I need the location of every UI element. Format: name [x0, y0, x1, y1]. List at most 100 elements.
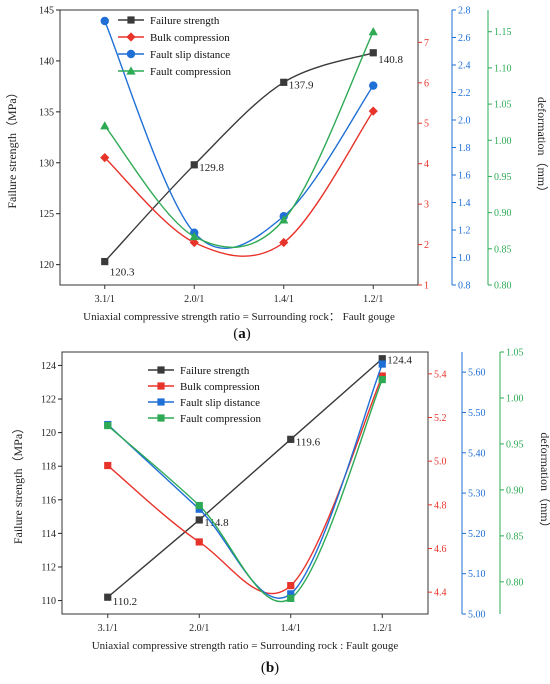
x-tick-label: 1.4/1 [281, 623, 301, 634]
data-label: 119.6 [296, 436, 321, 448]
y-tick-label-y3: 2.0 [458, 116, 471, 127]
caption-letter: b [266, 660, 274, 676]
y-tick-label-y1: 118 [41, 462, 56, 473]
legend-marker-1 [126, 32, 136, 42]
y-tick-label-y2: 3 [424, 200, 429, 211]
y-tick-label-y3: 1.6 [458, 171, 471, 182]
data-label: 124.4 [387, 355, 412, 367]
y-tick-label-y1: 140 [39, 56, 54, 67]
y-tick-label-y1: 120 [41, 428, 56, 439]
x-axis-title: Uniaxial compressive strength ratio = Su… [92, 640, 399, 652]
legend-marker-2 [126, 49, 136, 59]
data-label: 140.8 [378, 54, 403, 66]
y-tick-label-y2: 2 [424, 240, 429, 251]
y-tick-label-y3: 1.4 [458, 198, 471, 209]
data-point-1-0 [104, 461, 112, 470]
y-tick-label-y4: 1.15 [494, 27, 512, 38]
data-point-0-1 [190, 161, 198, 169]
data-point-3-3 [378, 375, 386, 384]
figure-caption: (b) [261, 660, 279, 676]
data-point-2-3 [369, 81, 378, 90]
data-point-0-1 [195, 516, 203, 524]
chart-a: 3.1/1 2.0/1 1.4/1 1.2/1 Uniaxial compressive… [5, 6, 549, 343]
y-tick-label-y4: 0.85 [494, 244, 512, 255]
data-point-1-2 [287, 582, 295, 590]
y-tick-label-y4: 0.90 [494, 208, 512, 219]
legend-label-3: Fault compression [180, 413, 261, 425]
y-tick-label-y3: 2.4 [458, 61, 471, 72]
y-axis-title-y4: deformation（mm） [535, 97, 549, 198]
caption-paren: ) [246, 326, 251, 342]
series-line-1 [104, 110, 374, 257]
series-line-2 [104, 20, 374, 250]
y-tick-label-y4: 0.95 [494, 172, 512, 183]
y-tick-label-y1: 116 [41, 495, 56, 506]
y-tick-label-y4: 1.10 [494, 63, 512, 74]
data-point-0-2 [280, 78, 288, 86]
y-tick-label-y2: 4.8 [434, 500, 447, 511]
data-point-3-0 [104, 421, 112, 430]
x-tick-label: 2.0/1 [184, 294, 204, 305]
legend-label-2: Fault slip distance [150, 49, 230, 61]
y-tick-label-y2: 4 [424, 159, 429, 170]
y-tick-label-y4: 0.80 [506, 577, 524, 588]
y-tick-label-y3: 1.2 [458, 226, 471, 237]
data-point-0-3 [378, 355, 386, 363]
data-point-3-2 [279, 215, 289, 224]
y-tick-label-y3: 2.6 [458, 33, 471, 44]
data-point-2-1 [195, 505, 203, 513]
data-label: 110.2 [113, 596, 137, 608]
data-point-0-0 [104, 593, 112, 601]
y-tick-label-y1: 130 [39, 158, 54, 169]
y-tick-label-y2: 1 [424, 281, 429, 292]
plot-frame [61, 351, 429, 615]
y-axis-title-y1: Failure strength（MPa） [11, 422, 25, 544]
y-tick-label-y4: 0.90 [506, 485, 524, 496]
y-tick-label-y2: 6 [424, 78, 429, 89]
y-tick-label-y4: 1.00 [506, 393, 524, 404]
data-point-3-1 [189, 231, 199, 241]
y-axis-title-y4: deformation（mm） [538, 432, 550, 533]
y-tick-label-y1: 122 [41, 395, 56, 406]
series-line-0 [107, 358, 383, 598]
x-tick-label: 3.1/1 [95, 294, 115, 305]
x-tick-label: 1.4/1 [274, 294, 294, 305]
y-tick-label-y4: 0.80 [494, 281, 512, 292]
data-point-3-3 [368, 27, 378, 36]
y-tick-label-y1: 112 [41, 562, 56, 573]
y-tick-label-y1: 145 [39, 6, 54, 17]
data-point-3-0 [100, 121, 110, 130]
data-label: 114.8 [204, 517, 229, 529]
figure-caption: (a) [233, 326, 251, 342]
legend-label-1: Bulk compression [180, 381, 260, 393]
y-tick-label-y3: 5.20 [468, 529, 486, 540]
y-tick-label-y3: 5.30 [468, 489, 486, 500]
y-tick-label-y1: 120 [39, 260, 54, 271]
x-tick-label: 1.2/1 [372, 623, 392, 634]
data-point-0-2 [287, 435, 295, 443]
data-point-0-3 [369, 49, 377, 57]
y-tick-label-y4: 0.95 [506, 439, 524, 450]
y-tick-label-y3: 5.50 [468, 408, 486, 419]
y-tick-label-y3: 5.60 [468, 368, 486, 379]
data-point-1-2 [279, 237, 289, 248]
caption-paren: ( [261, 660, 266, 676]
data-label: 120.3 [110, 267, 135, 279]
y-tick-label-y1: 114 [41, 529, 56, 540]
y-tick-label-y3: 5.40 [468, 448, 486, 459]
legend-marker-2 [157, 398, 165, 406]
x-tick-label: 1.2/1 [363, 294, 383, 305]
legend-marker-0 [127, 16, 135, 24]
y-tick-label-y3: 0.8 [458, 281, 471, 292]
y-tick-label-y2: 5 [424, 119, 429, 130]
legend-label-1: Bulk compression [150, 32, 230, 44]
series-line-0 [104, 52, 374, 263]
x-tick-label: 3.1/1 [98, 623, 118, 634]
x-axis-title: Uniaxial compressive strength ratio = Su… [83, 311, 395, 323]
data-point-1-0 [100, 153, 110, 163]
y-tick-label-y2: 5.2 [434, 413, 447, 424]
caption-paren: ) [274, 660, 279, 676]
legend-label-0: Failure strength [180, 365, 250, 377]
y-tick-label-y2: 5.4 [434, 369, 447, 380]
